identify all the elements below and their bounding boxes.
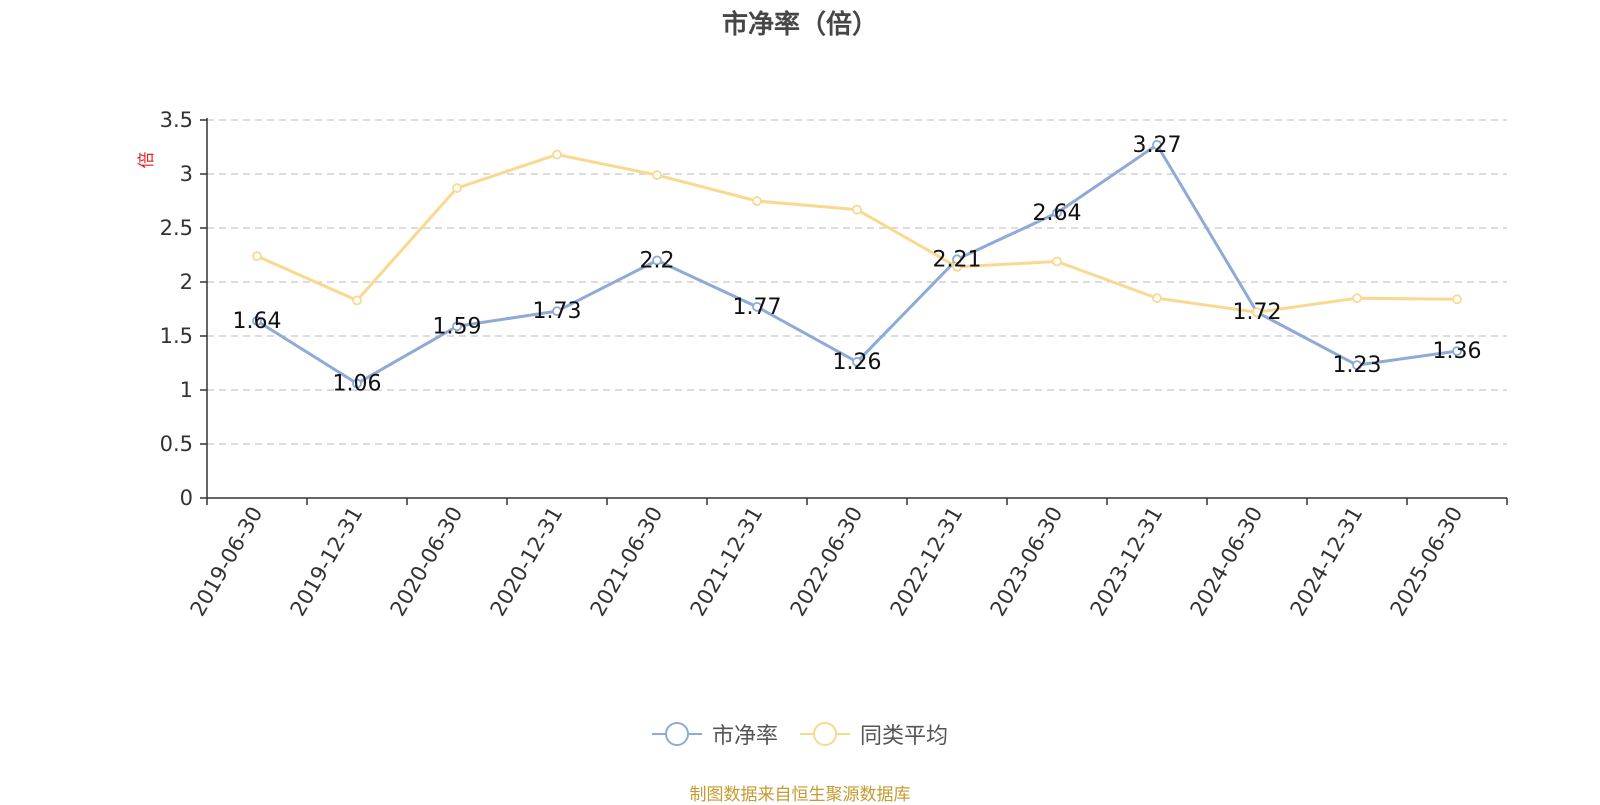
x-tick-label: 2021-12-31 — [686, 503, 768, 621]
x-tick-label: 2019-12-31 — [286, 503, 368, 621]
data-point — [1352, 360, 1362, 371]
data-label: 3.27 — [1133, 133, 1182, 158]
legend-peer-average-marker-icon — [800, 722, 850, 746]
y-tick-label: 1.5 — [160, 324, 193, 348]
x-tick-label: 2021-06-30 — [586, 503, 668, 621]
series-lines — [252, 139, 1462, 389]
data-point — [1052, 256, 1062, 267]
x-tick-label: 2023-12-31 — [1086, 503, 1168, 621]
data-point — [452, 321, 462, 332]
y-axis-label: 倍 — [137, 152, 157, 169]
data-point — [752, 301, 762, 312]
y-tick-label: 0 — [180, 486, 193, 510]
data-label: 2.2 — [640, 248, 675, 273]
legend-peer-average-label: 同类平均 — [860, 724, 949, 749]
data-point — [1152, 139, 1162, 150]
data-point — [1152, 293, 1162, 304]
y-tick-label: 3.5 — [160, 108, 193, 132]
data-label: 1.72 — [1233, 300, 1282, 325]
data-point — [1052, 207, 1062, 218]
x-tick-label: 2020-12-31 — [486, 503, 568, 621]
data-point — [1452, 294, 1462, 305]
data-label: 1.06 — [333, 372, 382, 397]
data-point — [1452, 346, 1462, 357]
data-labels: 1.64 1.06 1.59 1.73 2.2 1.77 1.26 2.21 2.64 3.27 1… — [233, 133, 1482, 397]
data-point — [552, 306, 562, 317]
x-tick-label: 2019-06-30 — [186, 503, 268, 621]
data-point — [552, 149, 562, 160]
data-point — [752, 196, 762, 206]
data-label: 1.26 — [833, 350, 882, 375]
chart-title: 市净率（倍） — [721, 10, 878, 40]
x-tick-label: 2022-06-30 — [786, 503, 868, 621]
data-point — [952, 261, 962, 272]
source-note: 制图数据来自恒生聚源数据库 — [689, 785, 911, 805]
x-tick-label: 2024-12-31 — [1286, 503, 1368, 621]
x-tick-label: 2023-06-30 — [986, 503, 1068, 621]
data-point — [452, 183, 462, 193]
data-label: 1.59 — [433, 314, 482, 339]
legend: 市净率 同类平均 — [0, 718, 1600, 750]
y-tick-label: 3 — [180, 162, 193, 186]
data-point — [352, 378, 362, 389]
y-tick-label: 2 — [180, 270, 193, 294]
data-point — [652, 255, 662, 266]
y-tick-label: 0.5 — [160, 432, 193, 456]
data-label: 1.77 — [733, 295, 782, 320]
legend-pb-marker-icon — [651, 722, 702, 746]
data-label: 1.73 — [533, 299, 582, 324]
data-label: 1.36 — [1433, 339, 1482, 364]
data-point — [252, 251, 262, 261]
data-label: 2.21 — [933, 247, 982, 272]
data-point — [852, 357, 862, 367]
data-label: 1.64 — [233, 309, 282, 334]
data-point — [852, 204, 862, 215]
x-tick-label: 2022-12-31 — [886, 503, 968, 621]
x-tick-label: 2025-06-30 — [1386, 503, 1468, 621]
legend-item-pb[interactable]: 市净率 — [651, 718, 778, 750]
data-point — [252, 315, 262, 326]
data-label: 2.64 — [1033, 201, 1082, 226]
data-point — [1352, 293, 1362, 304]
grid-lines — [207, 119, 1507, 445]
legend-item-peer-average[interactable]: 同类平均 — [800, 718, 948, 750]
data-point — [1252, 307, 1262, 318]
x-tick-label: 2020-06-30 — [386, 503, 468, 621]
x-tick-label: 2024-06-30 — [1186, 503, 1268, 621]
data-label: 1.23 — [1333, 353, 1382, 378]
legend-pb-label: 市净率 — [711, 724, 778, 749]
data-point — [352, 295, 362, 306]
series-line-0 — [256, 143, 1458, 386]
data-point — [652, 170, 662, 180]
y-tick-label: 1 — [180, 378, 193, 402]
series-line-1 — [256, 153, 1458, 314]
y-tick-label: 2.5 — [160, 216, 193, 240]
